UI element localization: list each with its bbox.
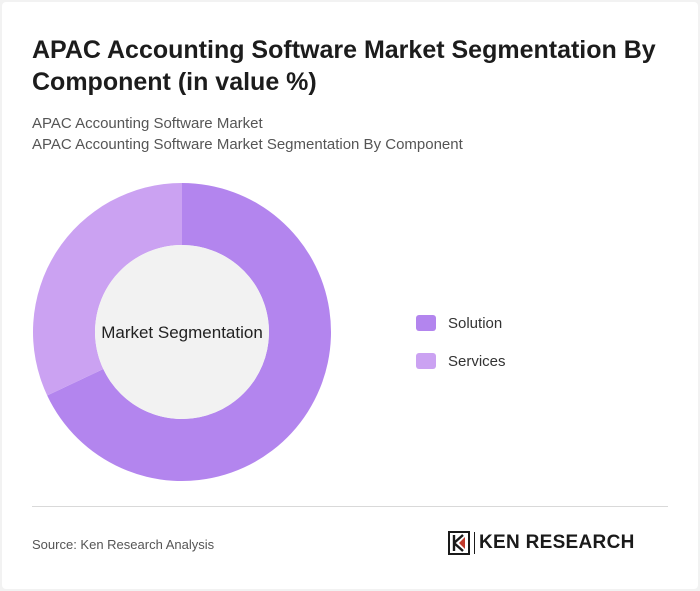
ken-research-logo-icon	[448, 531, 470, 555]
chart-title: APAC Accounting Software Market Segmenta…	[32, 36, 656, 96]
donut-center-label: Market Segmentation	[101, 323, 263, 342]
source-note: Source: Ken Research Analysis	[32, 537, 215, 552]
legend-swatch-solution	[416, 315, 436, 331]
footer-divider	[32, 506, 668, 507]
legend-item-services[interactable]: Services	[416, 342, 506, 380]
legend-label-services: Services	[448, 352, 506, 370]
legend-item-solution[interactable]: Solution	[416, 304, 506, 342]
donut-slice-services[interactable]	[32, 183, 182, 396]
logo-separator	[474, 532, 475, 554]
ken-research-logo: KEN RESEARCH	[448, 531, 635, 555]
donut-slice-solution[interactable]	[47, 183, 331, 481]
chart-subtitle-segmentation: APAC Accounting Software Market Segmenta…	[32, 136, 463, 153]
legend-label-solution: Solution	[448, 314, 503, 332]
chart-legend: Solution Services	[416, 304, 506, 380]
legend-swatch-services	[416, 353, 436, 369]
ken-research-logo-text: KEN RESEARCH	[479, 532, 635, 553]
donut-center	[95, 245, 269, 419]
chart-subtitle-market: APAC Accounting Software Market	[32, 115, 263, 132]
